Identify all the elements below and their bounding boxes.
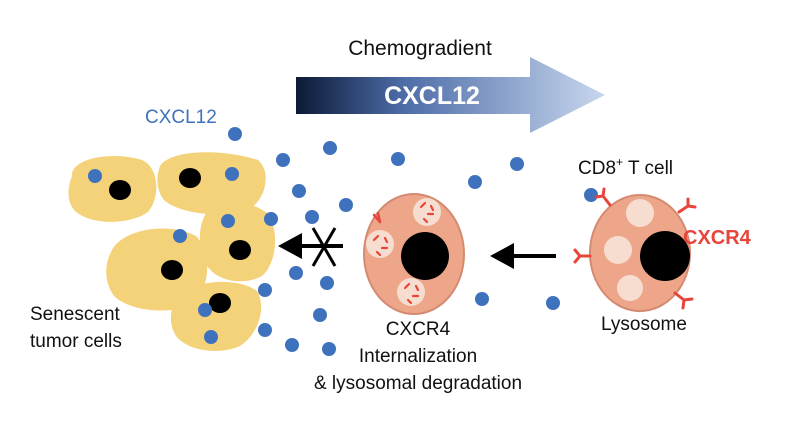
cxcr4-receptor (594, 187, 612, 207)
cd8-t-cell (573, 187, 697, 312)
cxcr4-receptor (372, 211, 382, 224)
cxcl12-dot (221, 214, 235, 228)
cxcl12-dot (313, 308, 327, 322)
cxcr4-receptor (677, 197, 697, 214)
senescent-label-line1: Senescent (30, 304, 121, 325)
tumor-cell (157, 152, 266, 215)
internalization-label-line2: Internalization (359, 346, 477, 367)
cxcr4-fragment (419, 201, 435, 224)
cd8-t-cell-nucleus (640, 231, 690, 281)
cxcl12-label: CXCL12 (145, 107, 217, 128)
tumor-cell (170, 281, 262, 351)
cxcl12-dot (204, 330, 218, 344)
block-x-mark (311, 227, 337, 267)
cxcl12-dot (173, 229, 187, 243)
cxcl12-dot (258, 283, 272, 297)
blocked-arrow-head (278, 233, 302, 259)
tumor-nucleus (209, 293, 231, 313)
cxcl12-dot (258, 323, 272, 337)
blocked-migration-arrow (278, 227, 343, 267)
tumor-nucleus (179, 168, 201, 188)
lysosome-vesicle (397, 278, 425, 306)
tumor-nucleus (109, 180, 131, 200)
tumor-nucleus (161, 260, 183, 280)
cd8-t-cell-label: CD8+ T cell (578, 155, 673, 179)
internalization-label-line3: & lysosomal degradation (314, 373, 522, 394)
cxcr4-fragment (403, 282, 420, 305)
cxcr4-fragment (372, 234, 389, 257)
cxcr4-receptor (573, 248, 592, 264)
internalization-label-line1: CXCR4 (386, 319, 451, 340)
t-cell-nucleus (401, 232, 449, 280)
cxcl12-dot (276, 153, 290, 167)
cxcl12-dot (584, 188, 598, 202)
cxcl12-dot (225, 167, 239, 181)
cxcl12-dot (228, 127, 242, 141)
lysosome-vesicle (626, 199, 654, 227)
t-cell-internalized (363, 193, 465, 315)
cxcl12-dot (546, 296, 560, 310)
cxcl12-dot (475, 292, 489, 306)
lysosome-vesicle (413, 198, 441, 226)
cxcl12-dots (88, 127, 598, 356)
tumor-nucleus (229, 240, 251, 260)
cxcl12-dot (292, 184, 306, 198)
cxcl12-dot (322, 342, 336, 356)
cxcl12-dot (510, 157, 524, 171)
cxcl12-dot (264, 212, 278, 226)
lysosome-vesicle (617, 275, 643, 301)
cxcr4-receptor (673, 291, 694, 310)
cxcr4-label: CXCR4 (683, 227, 752, 249)
cxcl12-dot (391, 152, 405, 166)
membrane-cxcr4 (372, 211, 382, 224)
cxcl12-dot (320, 276, 334, 290)
chemogradient-title: Chemogradient (348, 37, 492, 60)
lysosome-vesicle (604, 236, 632, 264)
migration-arrow (490, 243, 556, 269)
migration-arrow-head (490, 243, 514, 269)
cxcl12-dot (339, 198, 353, 212)
cxcl12-dot (285, 338, 299, 352)
cxcl12-dot (289, 266, 303, 280)
chemogradient-arrow-label: CXCL12 (384, 82, 480, 110)
cxcl12-dot (198, 303, 212, 317)
cxcl12-dot (305, 210, 319, 224)
lysosome-vesicle (366, 230, 394, 258)
lysosome-label: Lysosome (601, 314, 687, 335)
senescent-tumor-cells (68, 152, 276, 351)
senescent-label-line2: tumor cells (30, 331, 122, 352)
degraded-cxcr4-fragments (372, 201, 435, 305)
cxcl12-dot (323, 141, 337, 155)
chemogradient-arrow (296, 57, 605, 133)
cd8-t-cell-body (589, 194, 691, 312)
cxcl12-dot (88, 169, 102, 183)
cxcl12-dot (468, 175, 482, 189)
tumor-cell (106, 228, 208, 311)
surface-cxcr4 (573, 187, 697, 310)
